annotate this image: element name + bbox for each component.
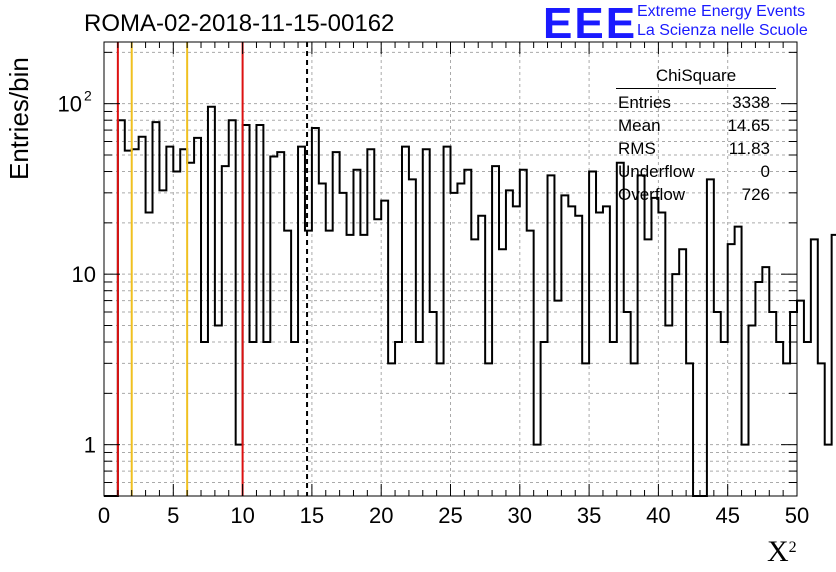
stats-title: ChiSquare	[616, 66, 776, 89]
x-axis-label-text: X	[767, 535, 789, 568]
y-tick-label: 1	[84, 433, 96, 458]
x-tick-label: 15	[300, 503, 324, 528]
x-tick-label: 45	[715, 503, 739, 528]
stats-value: 14.65	[727, 116, 770, 135]
histogram-series	[104, 105, 836, 497]
stats-label: RMS	[618, 139, 656, 158]
y-tick-label: 10	[58, 92, 82, 117]
x-tick-label: 20	[369, 503, 393, 528]
stats-label: Mean	[618, 116, 661, 135]
stats-label: Underflow	[618, 162, 695, 181]
y-tick-label-sup: 2	[84, 88, 92, 104]
stats-row-underflow: Underflow 0	[610, 162, 782, 185]
x-tick-label: 0	[98, 503, 110, 528]
stats-label: Overflow	[618, 185, 686, 204]
chart-title: ROMA-02-2018-11-15-00162	[84, 10, 395, 37]
x-tick-label: 25	[438, 503, 462, 528]
x-tick-label: 40	[646, 503, 670, 528]
stats-box: ChiSquare Entries 3338 Mean 14.65 RMS 11.83…	[610, 66, 782, 208]
stats-value: 3338	[732, 93, 770, 112]
eee-logo: EEE	[543, 0, 638, 48]
x-axis-label: X2	[767, 535, 797, 569]
stats-row-entries: Entries 3338	[610, 93, 782, 116]
x-tick-label: 5	[167, 503, 179, 528]
y-tick-label: 10	[72, 262, 96, 287]
stats-value: 726	[741, 185, 770, 204]
logo-line-1: Extreme Energy Events	[637, 3, 806, 20]
x-tick-label: 35	[577, 503, 601, 528]
x-axis-label-sup: 2	[788, 539, 797, 556]
stats-row-mean: Mean 14.65	[610, 116, 782, 139]
logo-line-2: La Scienza nelle Scuole	[637, 22, 808, 39]
y-axis-label-text: Entries/bin	[4, 57, 34, 180]
stats-row-rms: RMS 11.83	[610, 139, 782, 162]
y-axis-label: Entries/bin	[4, 57, 35, 180]
x-tick-label: 30	[508, 503, 532, 528]
x-tick-label: 10	[230, 503, 254, 528]
x-tick-label: 50	[785, 503, 809, 528]
stats-row-overflow: Overflow 726	[610, 185, 782, 208]
stats-value: 11.83	[728, 139, 770, 158]
stats-label: Entries	[618, 93, 671, 112]
stats-value: 0	[760, 162, 770, 181]
